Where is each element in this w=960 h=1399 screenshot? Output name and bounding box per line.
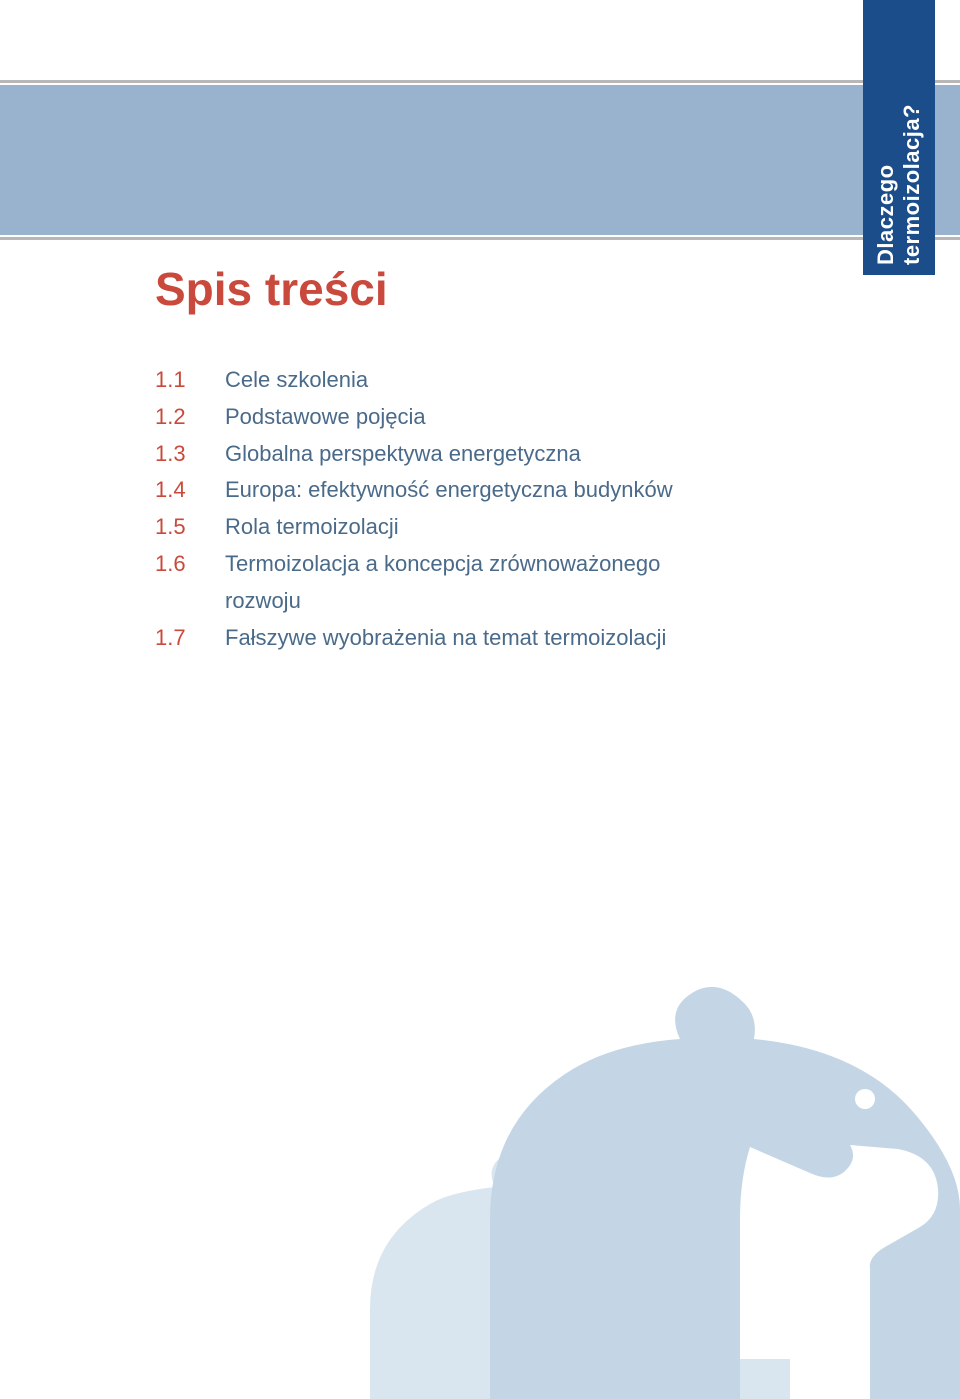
toc-item: 1.2Podstawowe pojęcia [155, 402, 795, 433]
toc-item: 1.1Cele szkolenia [155, 365, 795, 396]
toc-item: 1.5Rola termoizolacji [155, 512, 795, 543]
toc-item-text: Podstawowe pojęcia [225, 402, 795, 433]
toc-item-text: Globalna perspektywa energetyczna [225, 439, 795, 470]
toc-item: 1.6Termoizolacja a koncepcja zrównoważon… [155, 549, 795, 580]
table-of-contents: 1.1Cele szkolenia1.2Podstawowe pojęcia1.… [155, 365, 795, 659]
toc-item: 1.7Fałszywe wyobrażenia na temat termoiz… [155, 623, 795, 654]
bear-illustration [260, 779, 960, 1399]
header-rule-bottom [0, 237, 960, 240]
toc-item-number: 1.3 [155, 439, 225, 470]
toc-item-number: 1.7 [155, 623, 225, 654]
toc-item-number: 1.5 [155, 512, 225, 543]
page-title: Spis treści [155, 262, 388, 316]
toc-item-text: Fałszywe wyobrażenia na temat termoizola… [225, 623, 795, 654]
toc-item-text: Termoizolacja a koncepcja zrównoważonego [225, 549, 795, 580]
header-rule-top [0, 80, 960, 83]
toc-item-text: Europa: efektywność energetyczna budynkó… [225, 475, 795, 506]
toc-item-number: 1.2 [155, 402, 225, 433]
header-blue-band [0, 85, 960, 235]
toc-item: 1.4Europa: efektywność energetyczna budy… [155, 475, 795, 506]
toc-item-number: 1.4 [155, 475, 225, 506]
toc-item-text: rozwoju [155, 586, 301, 617]
toc-item: 1.3Globalna perspektywa energetyczna [155, 439, 795, 470]
toc-item: rozwoju [155, 586, 795, 617]
toc-item-number: 1.6 [155, 549, 225, 580]
toc-item-text: Cele szkolenia [225, 365, 795, 396]
side-tab-label: Dlaczego termoizolacja? [873, 0, 925, 265]
toc-item-text: Rola termoizolacji [225, 512, 795, 543]
toc-item-number: 1.1 [155, 365, 225, 396]
side-tab: Dlaczego termoizolacja? [863, 0, 935, 275]
